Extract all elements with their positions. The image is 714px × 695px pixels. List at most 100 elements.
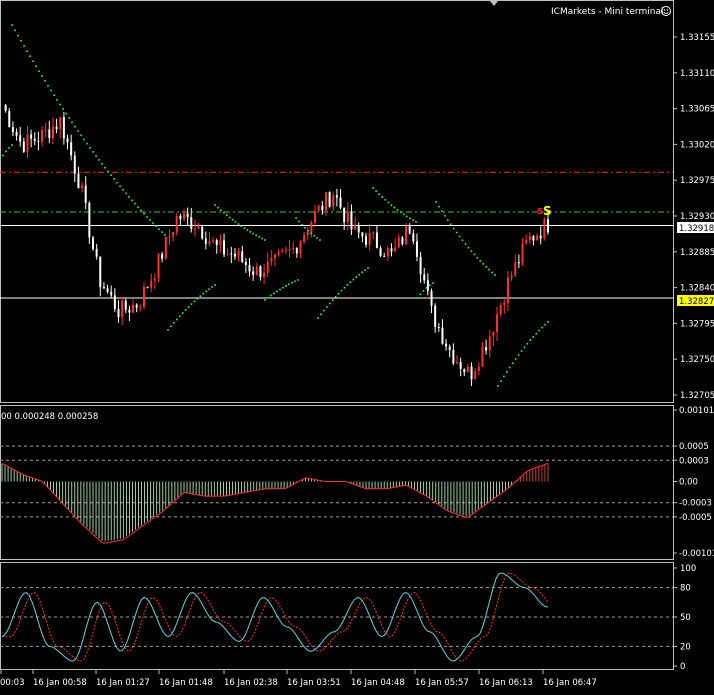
psar-dot [291, 281, 293, 284]
price-tick-label: 1.32930 [680, 212, 714, 222]
psar-dot [92, 151, 94, 153]
psar-dot [479, 260, 482, 262]
candle-body [77, 173, 80, 189]
candle-body [142, 286, 145, 307]
price-tick-label: 1.32795 [680, 319, 714, 329]
candle-body [284, 249, 287, 251]
psar-dot [98, 159, 100, 161]
psar-dot [77, 130, 79, 132]
psar-dot [32, 60, 34, 63]
psar-dot [346, 284, 349, 286]
candle-body [66, 138, 69, 143]
candle-body [379, 248, 382, 256]
stochastic-tick-label: 100 [680, 564, 696, 574]
candle-body [92, 237, 94, 249]
candle-body [128, 309, 131, 313]
candle-body [55, 126, 58, 129]
candle-body [321, 205, 324, 211]
psar-dot [295, 217, 297, 219]
candle-body [499, 305, 502, 315]
candle-body [183, 213, 185, 220]
candle-body [175, 215, 178, 233]
candle-body [8, 110, 11, 128]
candle-body [459, 362, 462, 370]
psar-dot [196, 297, 199, 300]
psar-dot [375, 190, 377, 192]
price-tick-label: 1.32975 [680, 176, 714, 186]
psar-dot [2, 154, 4, 157]
window-title: ICMarkets - Mini terminal [551, 7, 663, 17]
psar-dot [178, 315, 181, 318]
psar-dot [361, 271, 363, 274]
psar-dot [500, 380, 502, 382]
psar-dot [56, 99, 58, 101]
time-tick-label: 16 Jan 05:57 [415, 678, 469, 688]
psar-dot [231, 218, 234, 221]
psar-dot [298, 220, 300, 223]
candle-body [204, 238, 207, 244]
psar-dot [223, 211, 225, 214]
psar-dot [547, 321, 549, 323]
psar-dot [128, 196, 130, 198]
psar-dot [211, 286, 213, 288]
candle-body [150, 280, 153, 288]
psar-dot [355, 276, 358, 278]
psar-dot [240, 225, 243, 227]
candle-body [37, 140, 40, 142]
psar-dot [113, 178, 115, 180]
candle-body [397, 237, 400, 248]
psar-dot [349, 281, 352, 284]
price-tick-label: 1.32840 [680, 284, 714, 294]
psar-dot [372, 187, 374, 189]
time-tick-label: 16 Jan 00:58 [33, 678, 87, 688]
psar-dot [276, 290, 278, 293]
psar-dot [307, 229, 309, 232]
psar-dot [429, 284, 431, 287]
price-pane[interactable] [0, 24, 673, 387]
psar-dot [438, 205, 440, 208]
smiley-icon[interactable] [661, 6, 671, 16]
psar-dot [444, 214, 446, 217]
price-tick-label: 1.32885 [680, 248, 714, 258]
candle-body [274, 254, 276, 259]
price-tick-label: 1.33155 [680, 33, 714, 43]
stochastic-pane[interactable] [0, 572, 673, 662]
candle-body [419, 256, 422, 275]
psar-dot [104, 166, 106, 169]
psar-dot [65, 112, 67, 115]
candle-body [441, 327, 444, 344]
signal-label: S [543, 204, 552, 218]
psar-dot [535, 332, 538, 335]
psar-dot [258, 236, 260, 238]
candle-body [368, 232, 371, 245]
candle-body [350, 211, 353, 230]
oscillator-pane[interactable] [0, 445, 673, 544]
psar-dot [119, 185, 121, 188]
psar-dot [155, 225, 157, 227]
psar-dot [449, 223, 452, 226]
psar-dot [243, 227, 246, 229]
oscillator-tick-label: 0.0005 [679, 442, 709, 452]
psar-dot [319, 239, 321, 241]
price-tick-label: 1.33065 [680, 105, 714, 115]
candle-body [11, 127, 14, 132]
psar-dot [328, 302, 331, 305]
candle-body [102, 287, 105, 289]
candle-body [335, 195, 338, 198]
psar-dot [294, 280, 296, 283]
psar-dot [270, 294, 272, 297]
candle-body [22, 141, 25, 152]
psar-dot [41, 75, 43, 77]
candle-body [255, 266, 258, 276]
psar-dot [526, 342, 529, 345]
candle-body [295, 247, 298, 254]
psar-dot [17, 34, 19, 37]
psar-dot [367, 267, 369, 269]
psar-dot [0, 159, 1, 161]
psar-dot [520, 350, 523, 352]
candle-body [365, 236, 367, 245]
stochastic-signal-line [2, 572, 549, 662]
triangle-down-icon[interactable] [490, 1, 498, 6]
psar-dot [485, 266, 487, 268]
